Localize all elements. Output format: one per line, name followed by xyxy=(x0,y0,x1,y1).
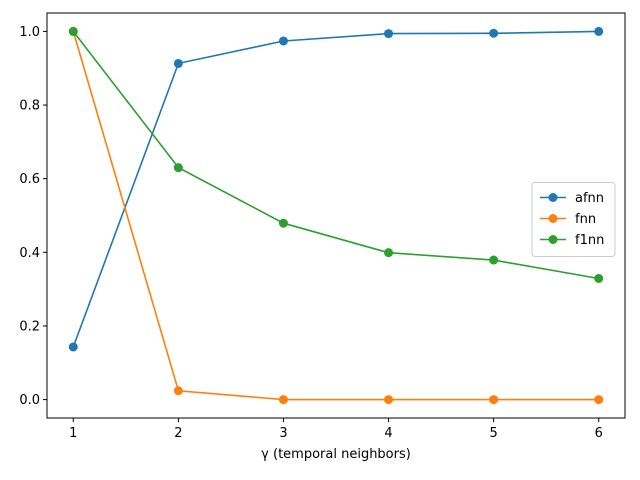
y-tick-label: 0.8 xyxy=(19,99,40,114)
data-point-fnn xyxy=(278,395,288,405)
data-point-afnn xyxy=(489,28,499,38)
x-tick-label: 4 xyxy=(384,426,392,441)
data-point-afnn xyxy=(173,58,183,68)
plot-frame xyxy=(46,12,626,419)
y-tick-label: 0.2 xyxy=(19,319,40,334)
series-layer xyxy=(68,26,604,405)
data-point-fnn xyxy=(384,395,394,405)
legend-marker-fnn xyxy=(548,214,558,223)
data-point-fnn xyxy=(594,395,604,405)
legend-label-f1nn: f1nn xyxy=(575,233,604,248)
x-tick-label: 6 xyxy=(595,426,603,441)
legend-marker-f1nn xyxy=(548,235,558,244)
series-line-afnn xyxy=(72,30,599,348)
data-point-f1nn xyxy=(68,26,78,36)
x-axis: 1 2 3 4 5 6 xyxy=(69,418,603,441)
x-tick-label: 2 xyxy=(174,426,182,441)
legend-label-afnn: afnn xyxy=(575,191,604,206)
series-line-fnn xyxy=(72,31,599,401)
x-tick-label: 3 xyxy=(279,426,287,441)
x-axis-label: γ (temporal neighbors) xyxy=(261,447,411,462)
data-point-afnn xyxy=(384,29,394,39)
data-point-fnn xyxy=(489,395,499,405)
legend: afnn fnn f1nn xyxy=(531,182,616,257)
data-point-afnn xyxy=(594,26,604,36)
data-point-f1nn xyxy=(594,273,604,283)
y-axis: 0.0 0.2 0.4 0.6 0.8 1.0 xyxy=(19,25,47,408)
y-tick-label: 0.0 xyxy=(19,393,40,408)
legend-marker-afnn xyxy=(548,193,558,202)
data-point-f1nn xyxy=(489,255,499,265)
data-point-afnn xyxy=(278,36,288,46)
legend-label-fnn: fnn xyxy=(575,212,596,227)
data-point-f1nn xyxy=(173,163,183,173)
data-point-f1nn xyxy=(278,218,288,228)
x-tick-label: 5 xyxy=(489,426,497,441)
data-point-f1nn xyxy=(384,248,394,258)
data-point-afnn xyxy=(68,342,78,352)
y-tick-label: 1.0 xyxy=(19,25,40,40)
y-tick-label: 0.4 xyxy=(19,246,40,261)
series-line-f1nn xyxy=(72,30,599,280)
data-point-fnn xyxy=(173,386,183,396)
y-tick-label: 0.6 xyxy=(19,172,40,187)
x-tick-label: 1 xyxy=(69,426,77,441)
